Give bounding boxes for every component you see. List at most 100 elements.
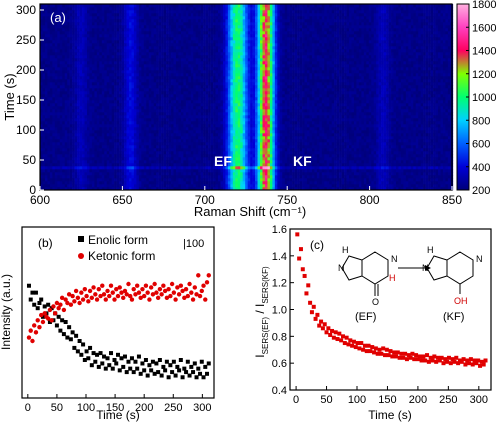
heatmap-cell — [297, 142, 300, 146]
heatmap-cell — [175, 184, 179, 188]
heatmap-cell — [447, 127, 451, 131]
heatmap-cell — [361, 124, 365, 128]
heatmap-cell — [227, 100, 231, 104]
heatmap-cell — [190, 181, 194, 185]
heatmap-cell — [180, 133, 184, 137]
heatmap-cell — [277, 136, 281, 140]
heatmap-cell — [252, 139, 256, 143]
heatmap-cell — [353, 139, 357, 143]
heatmap-cell — [413, 142, 417, 146]
heatmap-cell — [351, 112, 355, 116]
heatmap-cell — [250, 103, 253, 107]
heatmap-cell — [89, 151, 93, 155]
heatmap-cell — [252, 166, 256, 170]
heatmap-cell — [163, 184, 167, 188]
heatmap-cell — [67, 163, 70, 167]
heatmap-cell — [86, 157, 90, 161]
heatmap-cell — [230, 145, 234, 149]
heatmap-cell — [171, 109, 174, 113]
heatmap-cell — [262, 148, 266, 152]
heatmap-cell — [326, 178, 330, 182]
heatmap-cell — [346, 130, 350, 134]
heatmap-cell — [52, 148, 56, 152]
heatmap-cell — [395, 160, 399, 164]
heatmap-cell — [252, 103, 256, 107]
heatmap-cell — [373, 160, 377, 164]
heatmap-cell — [116, 112, 120, 116]
heatmap-cell — [351, 145, 355, 149]
heatmap-cell — [388, 187, 392, 191]
heatmap-cell — [425, 127, 429, 131]
heatmap-cell — [353, 148, 357, 152]
heatmap-cell — [274, 151, 278, 155]
heatmap-cell — [101, 178, 105, 182]
heatmap-cell — [403, 130, 407, 134]
heatmap-cell — [148, 184, 152, 188]
heatmap-cell — [447, 169, 451, 173]
heatmap-cell — [183, 154, 187, 158]
heatmap-cell — [240, 181, 244, 185]
heatmap-cell — [294, 103, 298, 107]
heatmap-cell — [447, 118, 451, 122]
heatmap-cell — [173, 187, 177, 191]
heatmap-cell — [141, 142, 145, 146]
heatmap-cell — [225, 166, 229, 170]
heatmap-cell — [91, 166, 95, 170]
heatmap-cell — [213, 154, 216, 158]
heatmap-cell — [386, 112, 389, 116]
heatmap-cell — [133, 130, 137, 134]
heatmap-cell — [190, 154, 194, 158]
heatmap-cell — [386, 181, 389, 185]
heatmap-cell — [376, 151, 379, 155]
heatmap-cell — [260, 139, 263, 143]
heatmap-cell — [166, 124, 169, 128]
heatmap-cell — [148, 130, 152, 134]
heatmap-cell — [198, 172, 201, 176]
heatmap-cell — [111, 130, 115, 134]
heatmap-cell — [220, 109, 224, 113]
heatmap-cell — [302, 109, 305, 113]
heatmap-cell — [425, 124, 429, 128]
heatmap-cell — [297, 121, 300, 125]
heatmap-cell — [371, 157, 375, 161]
heatmap-cell — [153, 154, 157, 158]
heatmap-cell — [316, 157, 320, 161]
heatmap-cell — [252, 163, 256, 167]
heatmap-cell — [183, 118, 187, 122]
heatmap-cell — [250, 127, 253, 131]
heatmap-cell — [260, 115, 263, 119]
heatmap-cell — [423, 181, 426, 185]
heatmap-cell — [366, 145, 370, 149]
heatmap-cell — [114, 118, 117, 122]
heatmap-cell — [306, 157, 310, 161]
heatmap-cell — [59, 172, 63, 176]
heatmap-cell — [183, 145, 187, 149]
heatmap-cell — [383, 133, 387, 137]
heatmap-cell — [156, 184, 159, 188]
heatmap-cell — [368, 124, 372, 128]
heatmap-cell — [334, 166, 337, 170]
heatmap-cell — [158, 178, 162, 182]
heatmap-cell — [242, 133, 246, 137]
heatmap-cell — [272, 139, 276, 143]
heatmap-cell — [277, 169, 281, 173]
heatmap-cell — [279, 142, 283, 146]
heatmap-cell — [178, 166, 182, 170]
heatmap-cell — [64, 181, 68, 185]
heatmap-cell — [368, 118, 372, 122]
heatmap-cell — [198, 115, 201, 119]
heatmap-cell — [215, 136, 219, 140]
heatmap-cell — [269, 124, 273, 128]
heatmap-cell — [124, 184, 127, 188]
heatmap-cell — [445, 136, 449, 140]
heatmap-cell — [302, 118, 305, 122]
heatmap-cell — [393, 166, 397, 170]
heatmap-cell — [400, 175, 404, 179]
heatmap-cell — [272, 118, 276, 122]
heatmap-cell — [203, 139, 206, 143]
heatmap-cell — [225, 139, 229, 143]
heatmap-cell — [190, 187, 194, 191]
heatmap-cell — [114, 124, 117, 128]
heatmap-cell — [205, 118, 209, 122]
heatmap-cell — [193, 124, 197, 128]
